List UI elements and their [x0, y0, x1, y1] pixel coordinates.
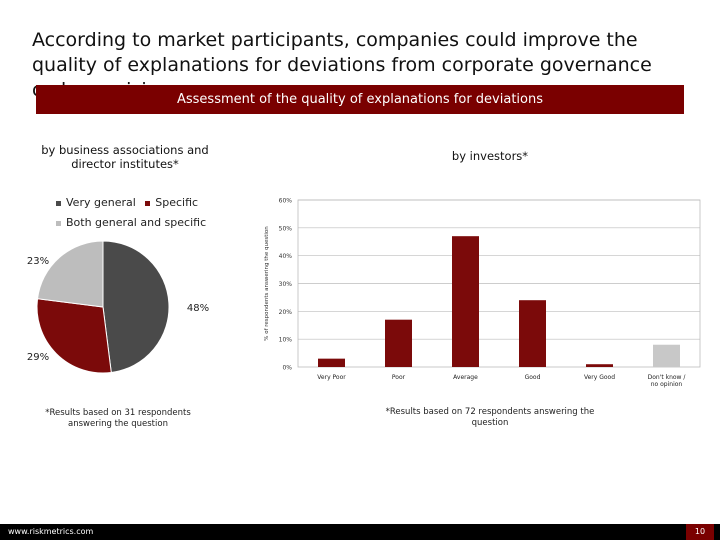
right-footnote: *Results based on 72 respondents answeri… — [385, 407, 595, 428]
left-footnote: *Results based on 31 respondents answeri… — [45, 408, 191, 429]
pie-slice-both — [36, 240, 104, 308]
pie-chart: 48% 29% 23% — [27, 240, 209, 374]
section-banner: Assessment of the quality of explanation… — [36, 85, 684, 114]
y-tick-label: 50% — [279, 225, 293, 232]
bar-chart: 0% 10% 20% 30% 40% 50% 60% % of respondents ans… — [264, 198, 701, 388]
legend-item-specific: Specific — [145, 196, 198, 210]
pie-label-both: 23% — [27, 256, 49, 267]
legend-swatch-very-general — [56, 200, 61, 206]
pie-slice-specific — [36, 298, 112, 374]
x-tick-label: Average — [453, 374, 478, 381]
x-tick-label: Good — [525, 374, 541, 381]
right-chart-subtitle: by investors* — [451, 149, 529, 163]
bar-3 — [519, 300, 546, 367]
legend-label-specific: Specific — [155, 196, 199, 209]
legend-swatch-both — [56, 220, 61, 226]
legend-label-both: Both general and specific — [66, 216, 207, 229]
y-tick-label: 20% — [279, 309, 293, 316]
bar-4 — [586, 364, 613, 367]
page-number: 10 — [686, 524, 714, 540]
y-axis-label: % of respondents answering the question — [264, 226, 270, 341]
y-tick-label: 60% — [279, 198, 293, 205]
legend-label-very-general: Very general — [66, 196, 136, 209]
pie-slice-very-general — [102, 240, 170, 374]
footer-bar: www.riskmetrics.com 10 — [0, 524, 720, 540]
bar-5 — [653, 344, 680, 367]
bar-1 — [385, 319, 412, 367]
bar-0 — [318, 358, 345, 367]
legend-swatch-specific — [145, 200, 151, 206]
footer-url[interactable]: www.riskmetrics.com — [8, 527, 94, 536]
x-tick-label: Very Poor — [317, 374, 346, 381]
y-tick-label: 10% — [279, 337, 293, 344]
y-tick-label: 0% — [282, 365, 292, 372]
pie-legend: Very general Specific Both general and s… — [56, 196, 246, 236]
pie-label-very-general: 48% — [187, 303, 209, 314]
x-tick-label: Very Good — [584, 374, 615, 381]
x-tick-label: Don't know / no opinion — [648, 374, 687, 388]
y-tick-label: 40% — [279, 253, 293, 260]
left-chart-subtitle: by business associations and director in… — [41, 143, 209, 171]
y-tick-label: 30% — [279, 281, 293, 288]
legend-item-very-general: Very general — [56, 196, 136, 210]
x-tick-label: Poor — [392, 374, 406, 381]
bar-2 — [452, 236, 479, 367]
legend-item-both: Both general and specific — [56, 216, 206, 230]
pie-label-specific: 29% — [27, 352, 49, 363]
